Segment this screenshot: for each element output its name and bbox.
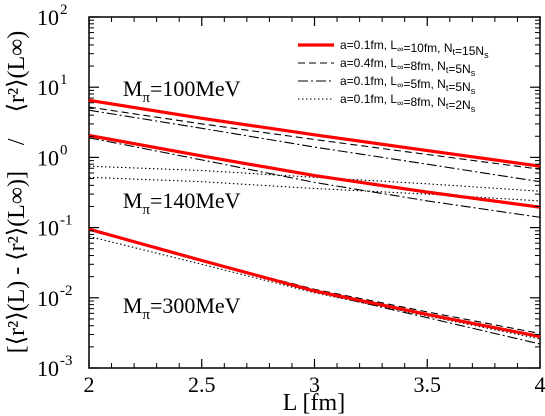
y-axis-label-right: ⟨r²⟩(L∞) bbox=[4, 31, 30, 113]
y-tick-label: 10 bbox=[37, 216, 59, 241]
y-tick-exponent: -2 bbox=[60, 283, 73, 299]
y-tick-exponent: 0 bbox=[60, 142, 68, 158]
y-tick-label: 10 bbox=[37, 145, 59, 170]
x-tick-label: 2 bbox=[84, 372, 95, 397]
x-tick-label: 2.5 bbox=[188, 372, 216, 397]
legend-entry-text: a=0.1fm, L∞=5fm, Nt=5Ns bbox=[340, 74, 476, 96]
y-tick-exponent: 1 bbox=[60, 72, 68, 88]
y-axis-label-separator: / bbox=[4, 138, 30, 145]
legend-entry-text: a=0.1fm, L∞=8fm, Nt=2Ns bbox=[340, 92, 476, 114]
svg-text:[⟨r²⟩(L) - ⟨r²⟩(L∞)] /: [⟨r²⟩(L) - ⟨r²⟩(L∞)] / ⟨r²⟩(L∞) bbox=[4, 31, 30, 354]
annotations-layer: Mπ=100MeV Mπ=140MeV Mπ=300MeV bbox=[123, 76, 241, 323]
x-tick-label: 4 bbox=[535, 372, 545, 397]
legend-entry-text: a=0.4fm, L∞=8fm, Nt=5Ns bbox=[340, 56, 476, 78]
series-line-m-100mev-solid-red bbox=[88, 98, 541, 168]
series-line-m-300mev-solid-red bbox=[88, 227, 541, 339]
y-tick-exponent: -3 bbox=[60, 353, 73, 369]
series-line-m-300mev-dashed bbox=[88, 229, 541, 335]
annotation-mpi-300mev: Mπ=300MeV bbox=[123, 293, 241, 323]
legend-entry-text: a=0.1fm, L∞=10fm, Nt=15Ns bbox=[340, 38, 489, 60]
annotation-mpi-140mev: Mπ=140MeV bbox=[123, 188, 241, 218]
y-tick-exponent: 2 bbox=[60, 2, 68, 18]
x-tick-label: 3 bbox=[309, 372, 320, 397]
y-tick-label: 10 bbox=[37, 356, 59, 381]
series-line-m-140mev-dashdot bbox=[88, 137, 541, 218]
y-tick-exponent: -1 bbox=[60, 213, 73, 229]
series-line-m-140mev-solid-red bbox=[88, 133, 541, 209]
x-axis-label: L [fm] bbox=[283, 390, 345, 416]
series-layer bbox=[88, 98, 541, 345]
y-tick-label: 10 bbox=[37, 5, 59, 30]
y-tick-label: 10 bbox=[37, 75, 59, 100]
y-axis-label: [⟨r²⟩(L) - ⟨r²⟩(L∞)] / ⟨r²⟩(L∞) bbox=[4, 31, 30, 354]
series-line-m-300mev-dotted bbox=[88, 235, 541, 340]
series-line-m-100mev-dotted bbox=[88, 165, 541, 192]
series-line-m-100mev-dashdot bbox=[88, 109, 541, 183]
annotation-mpi-100mev: Mπ=100MeV bbox=[123, 76, 241, 106]
x-tick-label: 3.5 bbox=[414, 372, 442, 397]
y-axis-label-left: [⟨r²⟩(L) - ⟨r²⟩(L∞)] bbox=[4, 171, 30, 353]
y-tick-label: 10 bbox=[37, 286, 59, 311]
series-line-m-100mev-dashed bbox=[88, 106, 541, 170]
